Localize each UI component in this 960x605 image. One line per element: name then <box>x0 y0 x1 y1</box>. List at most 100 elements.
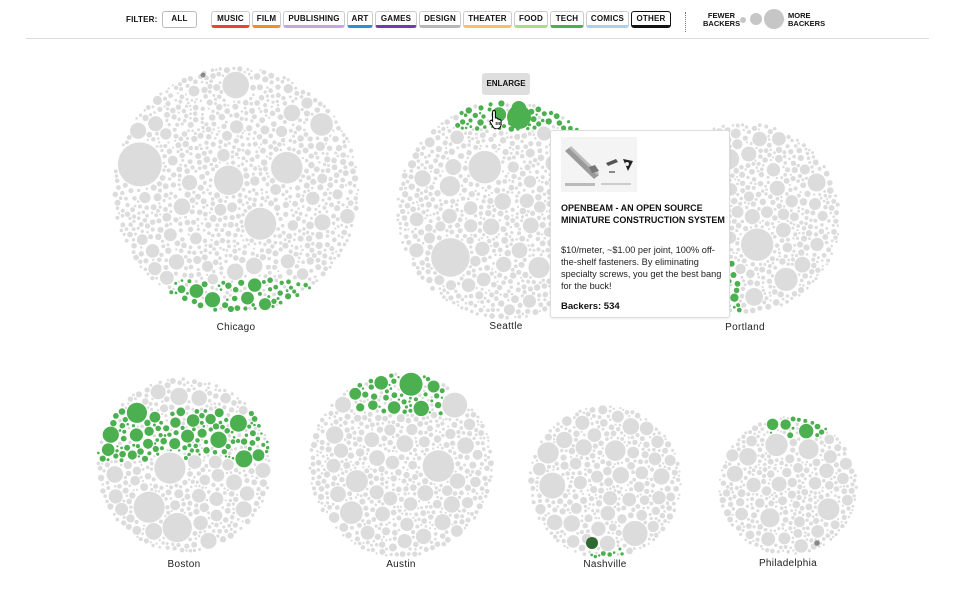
project-bubble[interactable] <box>610 430 617 437</box>
project-bubble[interactable] <box>811 155 816 159</box>
project-bubble[interactable] <box>295 216 301 222</box>
project-bubble[interactable] <box>805 503 813 511</box>
project-bubble[interactable] <box>347 180 353 186</box>
project-bubble[interactable] <box>599 535 616 552</box>
project-bubble[interactable] <box>473 303 478 308</box>
project-bubble[interactable] <box>363 411 367 414</box>
project-bubble[interactable] <box>537 154 545 162</box>
project-bubble[interactable] <box>782 517 789 523</box>
project-bubble[interactable] <box>414 547 417 551</box>
project-bubble[interactable] <box>97 474 105 482</box>
project-bubble[interactable] <box>609 405 612 409</box>
project-bubble[interactable] <box>531 279 536 285</box>
project-bubble[interactable] <box>646 506 650 510</box>
project-bubble[interactable] <box>249 107 256 114</box>
project-bubble[interactable] <box>737 178 741 182</box>
project-bubble[interactable] <box>490 191 493 195</box>
project-bubble[interactable] <box>152 258 155 262</box>
project-bubble[interactable] <box>834 210 839 216</box>
project-bubble[interactable] <box>552 534 558 539</box>
project-bubble[interactable] <box>99 440 104 445</box>
tech-project-bubble[interactable] <box>152 445 159 453</box>
project-bubble[interactable] <box>223 295 227 299</box>
project-bubble[interactable] <box>218 388 222 392</box>
project-bubble[interactable] <box>830 491 833 494</box>
project-bubble[interactable] <box>184 254 188 259</box>
project-bubble[interactable] <box>418 430 423 436</box>
project-bubble[interactable] <box>448 224 453 229</box>
project-bubble[interactable] <box>747 202 750 205</box>
project-bubble[interactable] <box>562 493 568 499</box>
project-bubble[interactable] <box>518 261 525 268</box>
project-bubble[interactable] <box>528 170 532 174</box>
project-bubble[interactable] <box>755 537 760 542</box>
project-bubble[interactable] <box>366 487 369 491</box>
project-bubble[interactable] <box>233 255 239 261</box>
project-bubble[interactable] <box>731 124 735 127</box>
project-bubble[interactable] <box>363 523 367 526</box>
project-bubble[interactable] <box>213 192 221 199</box>
project-bubble[interactable] <box>211 482 216 488</box>
project-bubble[interactable] <box>803 244 810 251</box>
other-project-bubble[interactable] <box>200 72 206 78</box>
project-bubble[interactable] <box>407 196 413 202</box>
project-bubble[interactable] <box>438 488 441 492</box>
project-bubble[interactable] <box>181 498 185 502</box>
tech-project-bubble[interactable] <box>430 399 434 403</box>
project-bubble[interactable] <box>465 523 469 527</box>
project-bubble[interactable] <box>211 167 215 172</box>
project-bubble[interactable] <box>233 447 237 451</box>
project-bubble[interactable] <box>172 127 177 132</box>
project-bubble[interactable] <box>260 196 265 201</box>
project-bubble[interactable] <box>273 234 277 238</box>
project-bubble[interactable] <box>263 437 267 441</box>
project-bubble[interactable] <box>299 245 303 248</box>
project-bubble[interactable] <box>531 494 535 497</box>
project-bubble[interactable] <box>450 116 453 119</box>
project-bubble[interactable] <box>199 502 209 513</box>
project-bubble[interactable] <box>741 228 774 261</box>
project-bubble[interactable] <box>192 379 197 385</box>
project-bubble[interactable] <box>327 505 332 510</box>
project-bubble[interactable] <box>214 406 217 409</box>
project-bubble[interactable] <box>730 204 733 208</box>
project-bubble[interactable] <box>545 247 550 253</box>
project-bubble[interactable] <box>484 129 489 134</box>
project-bubble[interactable] <box>745 205 749 210</box>
project-bubble[interactable] <box>620 437 625 441</box>
tech-project-bubble[interactable] <box>508 126 515 132</box>
project-bubble[interactable] <box>188 537 193 542</box>
project-bubble[interactable] <box>430 411 438 419</box>
project-bubble[interactable] <box>742 135 748 141</box>
project-bubble[interactable] <box>467 143 471 147</box>
project-bubble[interactable] <box>382 415 388 422</box>
project-bubble[interactable] <box>460 196 466 201</box>
project-bubble[interactable] <box>450 130 464 145</box>
project-bubble[interactable] <box>750 502 753 506</box>
project-bubble[interactable] <box>179 152 185 159</box>
project-bubble[interactable] <box>306 257 314 265</box>
project-bubble[interactable] <box>275 84 281 90</box>
project-bubble[interactable] <box>560 461 569 470</box>
project-bubble[interactable] <box>429 170 432 173</box>
project-bubble[interactable] <box>301 205 305 208</box>
project-bubble[interactable] <box>789 504 792 507</box>
tech-project-bubble[interactable] <box>728 260 735 267</box>
project-bubble[interactable] <box>237 66 243 72</box>
tech-project-bubble[interactable] <box>464 126 468 130</box>
tech-project-bubble[interactable] <box>260 432 263 435</box>
project-bubble[interactable] <box>453 520 458 525</box>
tech-project-bubble[interactable] <box>438 411 443 416</box>
project-bubble[interactable] <box>136 535 139 539</box>
project-bubble[interactable] <box>730 173 735 179</box>
project-bubble[interactable] <box>575 415 590 430</box>
project-bubble[interactable] <box>482 217 486 221</box>
project-bubble[interactable] <box>166 107 170 111</box>
tech-project-bubble[interactable] <box>248 278 262 292</box>
project-bubble[interactable] <box>395 450 398 453</box>
tech-project-bubble[interactable] <box>110 420 117 427</box>
project-bubble[interactable] <box>218 139 223 145</box>
project-bubble[interactable] <box>736 498 745 507</box>
tech-project-bubble[interactable] <box>191 298 198 305</box>
project-bubble[interactable] <box>164 111 170 118</box>
